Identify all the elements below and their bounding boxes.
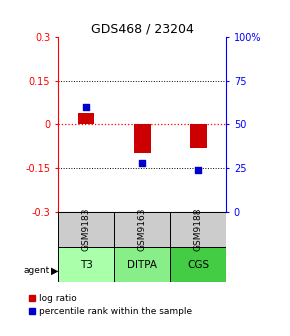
Bar (190, 124, 206, 148)
Text: ▶: ▶ (51, 265, 58, 276)
FancyBboxPatch shape (170, 247, 226, 282)
Point (84, 104, 88, 110)
Point (140, 160, 144, 165)
Text: GSM9188: GSM9188 (194, 208, 203, 251)
Bar (134, 124, 151, 154)
Bar (78, 113, 95, 124)
Text: agent: agent (23, 266, 49, 275)
Text: CGS: CGS (187, 260, 209, 269)
Text: DITPA: DITPA (127, 260, 157, 269)
Legend: log ratio, percentile rank within the sample: log ratio, percentile rank within the sa… (28, 293, 193, 317)
FancyBboxPatch shape (170, 212, 226, 247)
FancyBboxPatch shape (58, 247, 114, 282)
Point (196, 167, 200, 172)
FancyBboxPatch shape (114, 212, 170, 247)
FancyBboxPatch shape (58, 212, 114, 247)
Text: T3: T3 (79, 260, 93, 269)
Text: GSM9183: GSM9183 (81, 208, 90, 251)
Text: GSM9163: GSM9163 (137, 208, 147, 251)
Title: GDS468 / 23204: GDS468 / 23204 (91, 23, 193, 36)
FancyBboxPatch shape (114, 247, 170, 282)
